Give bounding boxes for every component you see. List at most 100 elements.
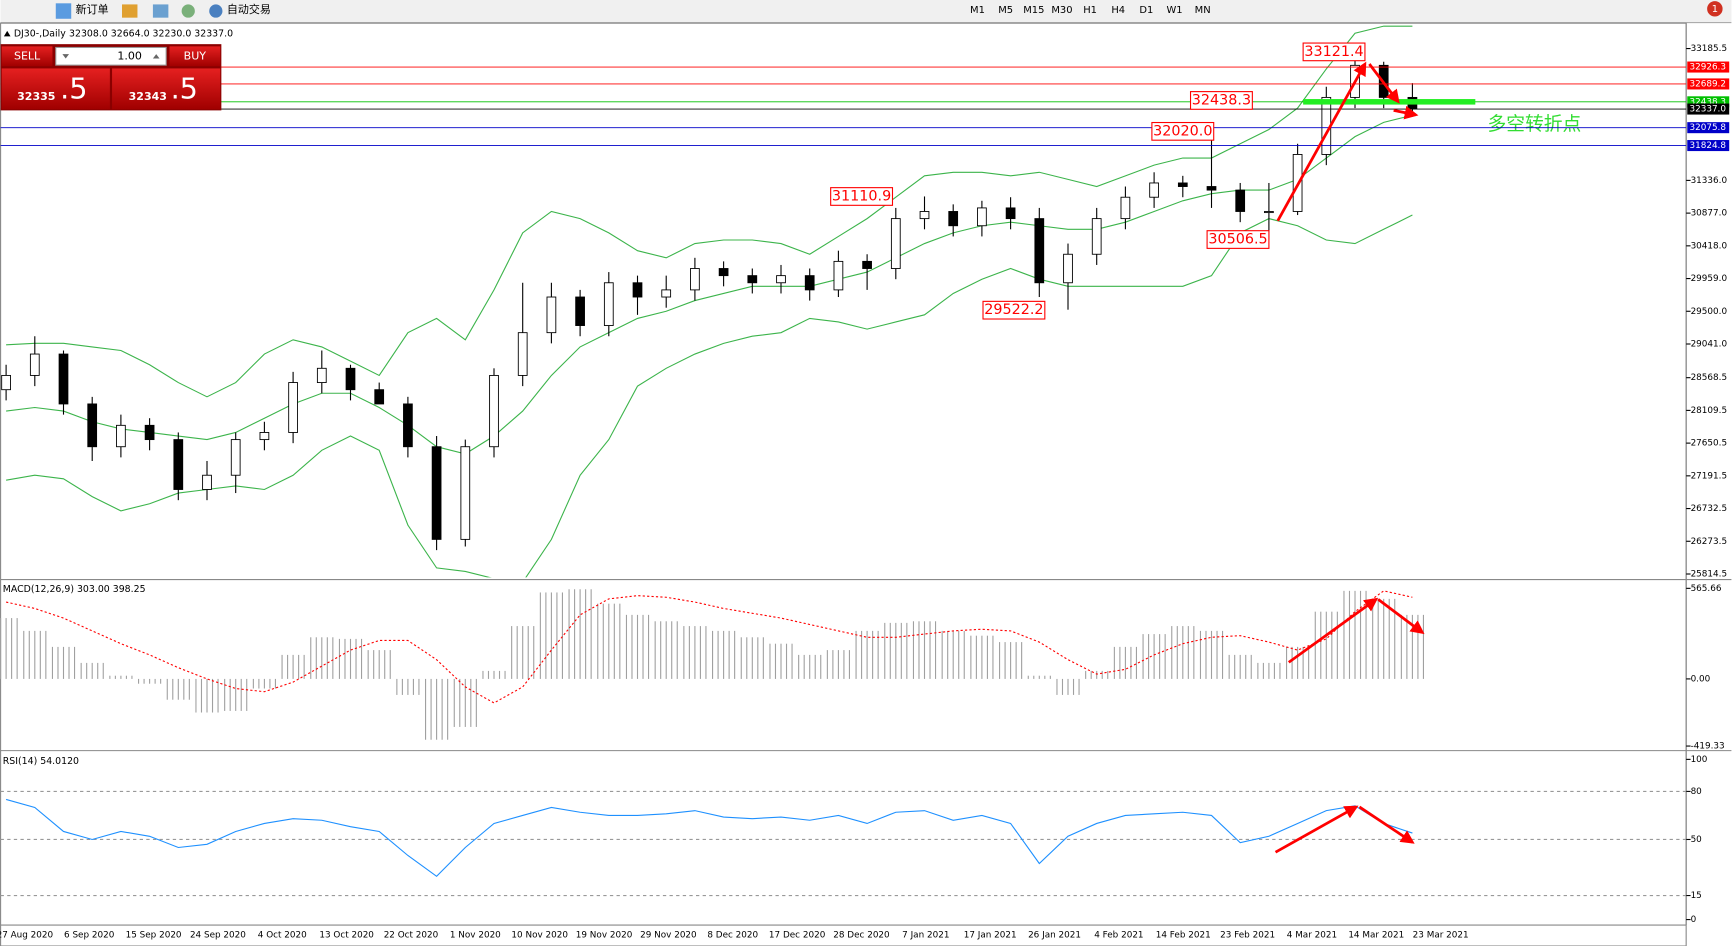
annotation-box bbox=[1151, 121, 1215, 141]
buy-price-box[interactable] bbox=[112, 68, 221, 110]
rsi-line bbox=[5, 798, 1413, 878]
sell-pips[interactable]: .5 bbox=[60, 72, 87, 106]
x-tick-label: 14 Feb 2021 bbox=[1156, 930, 1211, 940]
timeframe[interactable]: H4 bbox=[1111, 5, 1125, 16]
spin-down[interactable] bbox=[62, 54, 70, 59]
bollinger-band bbox=[6, 25, 1413, 398]
candle-body bbox=[718, 268, 729, 277]
x-tick-label: 13 Oct 2020 bbox=[319, 930, 374, 940]
sell-price[interactable]: 32335 bbox=[17, 90, 55, 103]
timeframe[interactable]: M30 bbox=[1051, 5, 1072, 16]
buy-label[interactable]: BUY bbox=[184, 49, 207, 62]
spin-up[interactable] bbox=[152, 54, 160, 59]
y-tick-label: 29500.0 bbox=[1691, 307, 1728, 317]
x-tick-label: 27 Aug 2020 bbox=[0, 930, 54, 940]
x-tick-label: 1 Nov 2020 bbox=[450, 930, 501, 940]
buy-price[interactable]: 32343 bbox=[129, 90, 167, 103]
timeframe[interactable]: M15 bbox=[1023, 5, 1044, 16]
candle-body bbox=[1005, 207, 1016, 220]
timeframe[interactable]: MN bbox=[1195, 5, 1211, 16]
y-tick-label: 565.66 bbox=[1691, 584, 1722, 594]
tool-icon[interactable] bbox=[122, 4, 138, 18]
x-tick-label: 26 Jan 2021 bbox=[1028, 930, 1081, 940]
auto-trading[interactable]: 自动交易 bbox=[227, 2, 271, 16]
candle-body bbox=[87, 403, 98, 448]
annotation: 30506.5 bbox=[1208, 232, 1267, 248]
candle-body bbox=[345, 367, 356, 391]
tool-icon[interactable] bbox=[181, 4, 195, 18]
candle-body bbox=[1034, 218, 1045, 284]
y-tick-label: 0 bbox=[1691, 915, 1697, 925]
y-tick-label: -419.33 bbox=[1691, 742, 1725, 752]
y-tick-label: 80 bbox=[1691, 787, 1703, 797]
candle-body bbox=[489, 374, 499, 448]
candle-body bbox=[776, 275, 786, 284]
new-order-icon[interactable] bbox=[55, 3, 72, 19]
new-order[interactable]: 新订单 bbox=[76, 2, 109, 16]
x-tick-label: 4 Feb 2021 bbox=[1094, 930, 1143, 940]
candle-body bbox=[833, 260, 844, 291]
tool-icon[interactable] bbox=[152, 4, 169, 18]
arrow bbox=[1358, 805, 1415, 844]
y-tick-label: 31336.0 bbox=[1691, 176, 1728, 186]
x-tick-label: 15 Sep 2020 bbox=[126, 930, 182, 940]
macd-signal bbox=[5, 590, 1413, 704]
x-tick-label: 29 Nov 2020 bbox=[640, 930, 697, 940]
candle-body bbox=[690, 268, 700, 291]
price-level-box bbox=[1687, 122, 1730, 134]
annotation: 32020.0 bbox=[1153, 123, 1212, 139]
candle-body bbox=[1, 374, 11, 391]
timeframe[interactable]: M1 bbox=[970, 5, 985, 16]
buy-pips[interactable]: .5 bbox=[171, 72, 198, 106]
x-tick-label: 6 Sep 2020 bbox=[64, 930, 115, 940]
candle-body bbox=[977, 207, 987, 227]
arrow bbox=[1393, 105, 1419, 120]
candle-body bbox=[1149, 182, 1159, 198]
lots-input[interactable] bbox=[55, 46, 167, 66]
candle-body bbox=[431, 446, 442, 540]
candle-body bbox=[661, 289, 672, 298]
candle-body bbox=[890, 218, 901, 269]
notification-count[interactable]: 1 bbox=[1712, 4, 1718, 15]
lots[interactable]: 1.00 bbox=[117, 49, 142, 62]
rsi-title: RSI(14) 54.0120 bbox=[3, 756, 79, 767]
annotation-box bbox=[1302, 42, 1366, 62]
candle-body bbox=[173, 439, 184, 490]
price-level-box bbox=[1687, 61, 1730, 73]
price-level-label: 31824.8 bbox=[1689, 141, 1726, 151]
y-tick-label: 29041.0 bbox=[1691, 339, 1728, 349]
arrow bbox=[1377, 598, 1425, 635]
pivot-line bbox=[1303, 99, 1476, 105]
buy-button[interactable] bbox=[169, 46, 221, 67]
x-tick-label: 10 Nov 2020 bbox=[511, 930, 568, 940]
candle-body bbox=[58, 353, 69, 405]
symbol: DJ30-,Daily bbox=[14, 29, 66, 40]
timeframe[interactable]: W1 bbox=[1166, 5, 1182, 16]
annotation-box bbox=[1206, 230, 1270, 249]
y-tick-label: 28568.5 bbox=[1691, 373, 1728, 383]
y-tick-label: 15 bbox=[1691, 891, 1702, 901]
sell-price-box[interactable] bbox=[1, 68, 110, 110]
annotation: 32438.3 bbox=[1192, 92, 1251, 108]
annotation: 29522.2 bbox=[984, 302, 1043, 318]
candle-body bbox=[747, 275, 758, 284]
price-level-label: 32337.0 bbox=[1689, 105, 1726, 115]
x-tick-label: 7 Jan 2021 bbox=[902, 930, 949, 940]
timeframe[interactable]: D1 bbox=[1139, 5, 1153, 16]
x-tick-label: 14 Mar 2021 bbox=[1348, 930, 1404, 940]
sell-button[interactable] bbox=[1, 46, 53, 67]
candle-body bbox=[575, 296, 585, 326]
candle-body bbox=[1206, 186, 1217, 191]
auto-trading-icon[interactable] bbox=[209, 4, 223, 18]
price-level-box bbox=[1687, 140, 1730, 152]
candle-body bbox=[316, 367, 327, 384]
timeframe[interactable]: H1 bbox=[1083, 5, 1097, 16]
candle-body bbox=[1235, 189, 1246, 212]
x-tick-label: 23 Feb 2021 bbox=[1220, 930, 1275, 940]
notification-badge[interactable] bbox=[1707, 1, 1723, 17]
candle-body bbox=[1177, 182, 1188, 187]
sell-label[interactable]: SELL bbox=[14, 49, 41, 62]
timeframe[interactable]: M5 bbox=[998, 5, 1013, 16]
x-tick-label: 4 Mar 2021 bbox=[1287, 930, 1337, 940]
y-tick-label: 100 bbox=[1691, 755, 1708, 765]
